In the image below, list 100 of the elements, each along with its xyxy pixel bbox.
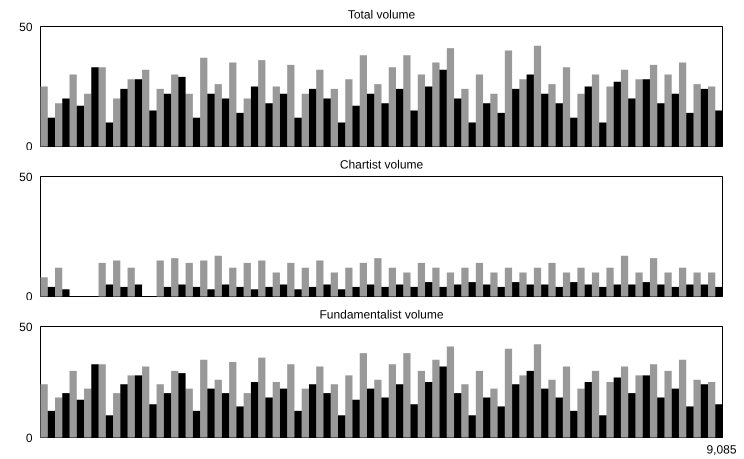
bar xyxy=(461,88,469,146)
bar xyxy=(360,55,367,146)
bar xyxy=(504,268,512,296)
bar xyxy=(592,272,600,296)
bar xyxy=(171,74,178,146)
y-tick-label: 0 xyxy=(26,431,33,445)
bar xyxy=(534,46,542,146)
bar xyxy=(606,86,614,146)
bar xyxy=(40,384,48,438)
bar xyxy=(40,86,48,146)
bar xyxy=(403,353,411,438)
bar xyxy=(562,272,570,296)
bar xyxy=(244,262,251,296)
bar xyxy=(592,370,600,438)
bar xyxy=(693,272,701,296)
bar xyxy=(84,388,92,438)
bar xyxy=(330,88,338,146)
bar xyxy=(490,94,498,146)
bar xyxy=(98,364,106,438)
y-tick-label: 50 xyxy=(19,170,33,184)
bar xyxy=(258,260,266,296)
bar xyxy=(171,258,178,296)
bar xyxy=(635,79,643,146)
bar xyxy=(272,272,280,296)
bar xyxy=(664,370,672,438)
bar xyxy=(519,272,527,296)
bar xyxy=(562,366,570,438)
bar xyxy=(84,94,92,146)
bar xyxy=(678,268,686,296)
bar xyxy=(156,260,164,296)
bar xyxy=(98,67,106,146)
y-tick-label: 50 xyxy=(19,20,33,34)
bar xyxy=(302,94,309,146)
bar xyxy=(577,94,585,146)
bar xyxy=(200,360,208,438)
bar xyxy=(229,268,236,296)
y-tick-label: 50 xyxy=(19,320,33,334)
bar xyxy=(200,58,208,146)
bar xyxy=(693,380,701,438)
bar xyxy=(650,364,658,438)
bar xyxy=(55,103,62,146)
bar xyxy=(548,262,556,296)
bar xyxy=(186,94,193,146)
bar xyxy=(142,366,150,438)
bar xyxy=(476,262,484,296)
bar xyxy=(403,55,411,146)
bar xyxy=(418,74,426,146)
bar xyxy=(200,260,208,296)
bar xyxy=(287,64,294,146)
bar xyxy=(708,382,716,438)
bar xyxy=(244,393,251,438)
bar xyxy=(620,366,628,438)
bar xyxy=(345,375,352,438)
bar xyxy=(708,86,716,146)
bar xyxy=(244,98,251,146)
bar xyxy=(490,272,498,296)
bar xyxy=(287,262,294,296)
bar xyxy=(302,268,309,296)
bar xyxy=(418,262,426,296)
bar xyxy=(374,84,382,146)
bar xyxy=(345,268,352,296)
bar xyxy=(592,74,600,146)
bar xyxy=(330,384,338,438)
bar xyxy=(374,258,382,296)
bar xyxy=(693,84,701,146)
bar xyxy=(562,67,570,146)
text: 9,085 xyxy=(706,442,737,456)
bar xyxy=(708,272,716,296)
bar xyxy=(128,375,135,438)
bar xyxy=(330,272,338,296)
bar xyxy=(577,388,585,438)
bar xyxy=(302,388,309,438)
bar xyxy=(548,84,556,146)
bar xyxy=(229,62,236,146)
bar xyxy=(186,388,193,438)
bar xyxy=(490,388,498,438)
bar xyxy=(446,346,454,438)
bar xyxy=(360,353,367,438)
chart-title: Fundamentalist volume xyxy=(319,308,444,322)
bar xyxy=(287,364,294,438)
bar xyxy=(55,268,62,296)
bar xyxy=(606,382,614,438)
bar xyxy=(258,358,266,438)
bar xyxy=(403,272,411,296)
bar xyxy=(40,277,48,296)
bar xyxy=(548,380,556,438)
bar xyxy=(504,348,512,438)
bar xyxy=(214,256,222,296)
bar xyxy=(128,79,135,146)
bar xyxy=(519,375,527,438)
bar xyxy=(432,268,440,296)
bar xyxy=(606,268,614,296)
bar xyxy=(70,74,77,146)
bar xyxy=(620,256,628,296)
chart-title: Chartist volume xyxy=(340,158,424,172)
bar xyxy=(461,384,469,438)
bar xyxy=(418,370,426,438)
bar xyxy=(113,260,120,296)
bar xyxy=(476,74,484,146)
bar xyxy=(620,70,628,146)
